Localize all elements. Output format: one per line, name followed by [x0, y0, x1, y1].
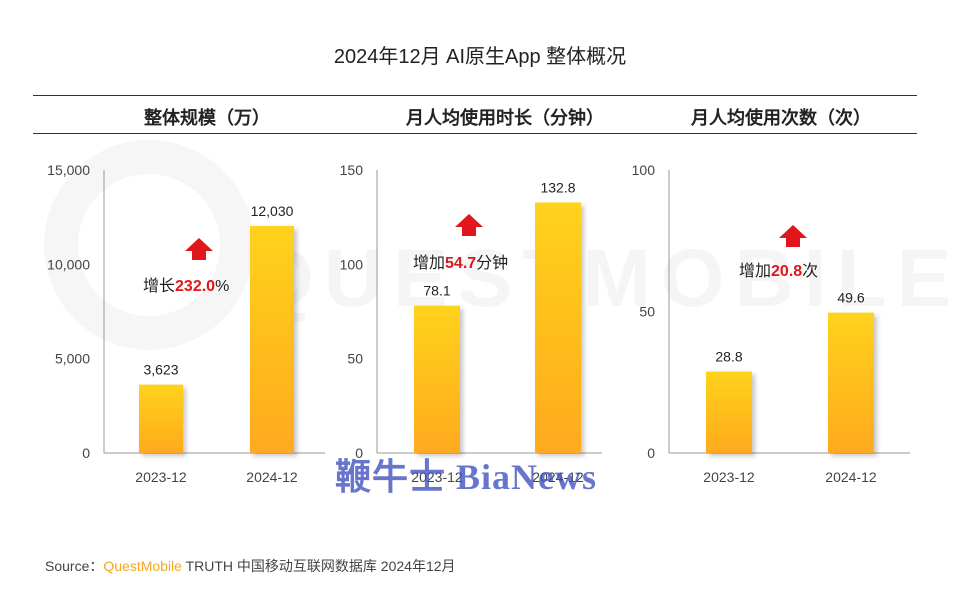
x-tick-label: 2024-12: [825, 469, 877, 485]
header-rule-bottom: [33, 133, 917, 134]
change-value: 20.8: [771, 263, 802, 280]
watermark-text: QUESTMOBILE: [250, 232, 960, 326]
y-tick-label: 50: [347, 351, 363, 367]
bar-value-label: 3,623: [143, 362, 178, 378]
x-tick-label: 2023-12: [703, 469, 755, 485]
red-up-arrow-icon: [779, 225, 807, 247]
bar: [250, 226, 294, 453]
y-tick-label: 100: [632, 162, 656, 178]
bar-value-label: 78.1: [423, 283, 450, 299]
source-brand: QuestMobile: [103, 558, 182, 574]
y-tick-label: 100: [340, 256, 364, 272]
x-tick-label: 2023-12: [411, 469, 463, 485]
panel-heading-scale: 整体规模（万）: [144, 108, 270, 128]
x-tick-label: 2024-12: [246, 469, 298, 485]
change-suffix: %: [215, 278, 229, 295]
bar-value-label: 12,030: [251, 203, 294, 219]
change-prefix: 增加: [739, 262, 771, 280]
y-tick-label: 0: [355, 445, 363, 461]
bar: [414, 305, 460, 453]
source-line: Source：QuestMobile TRUTH 中国移动互联网数据库 2024…: [45, 556, 456, 576]
panel-heading-frequency: 月人均使用次数（次）: [691, 108, 871, 128]
y-tick-label: 0: [82, 445, 90, 461]
change-value: 232.0: [175, 278, 215, 295]
page-title: 2024年12月 AI原生App 整体概况: [333, 46, 627, 68]
y-tick-label: 50: [639, 304, 655, 320]
change-prefix: 增长: [143, 277, 175, 295]
change-annotation: 增加54.7分钟: [413, 254, 508, 272]
red-up-arrow-icon: [185, 238, 213, 260]
change-suffix: 分钟: [476, 254, 508, 272]
bar-value-label: 28.8: [715, 348, 742, 364]
y-tick-label: 0: [647, 445, 655, 461]
bar-value-label: 132.8: [540, 179, 575, 195]
header-rule-top: [33, 95, 917, 96]
x-tick-label: 2024-12: [532, 469, 584, 485]
change-prefix: 增加: [413, 254, 445, 272]
y-tick-label: 150: [340, 162, 364, 178]
change-annotation: 增长232.0%: [143, 277, 229, 295]
bar: [706, 371, 752, 453]
bar-value-label: 49.6: [837, 290, 864, 306]
bar: [139, 384, 183, 453]
change-annotation: 增加20.8次: [739, 262, 818, 280]
source-label: Source：: [45, 558, 104, 574]
y-tick-label: 15,000: [47, 162, 90, 178]
bar: [535, 202, 581, 453]
bianews-stamp: 鞭牛士 BiaNews: [335, 457, 597, 497]
bar: [828, 312, 874, 453]
x-tick-label: 2023-12: [135, 469, 187, 485]
change-value: 54.7: [445, 255, 476, 272]
y-tick-label: 5,000: [55, 351, 90, 367]
panel-heading-duration: 月人均使用时长（分钟）: [406, 108, 604, 128]
red-up-arrow-icon: [455, 214, 483, 236]
change-suffix: 次: [802, 262, 818, 280]
y-tick-label: 10,000: [47, 256, 90, 272]
source-text: TRUTH 中国移动互联网数据库 2024年12月: [181, 558, 456, 574]
